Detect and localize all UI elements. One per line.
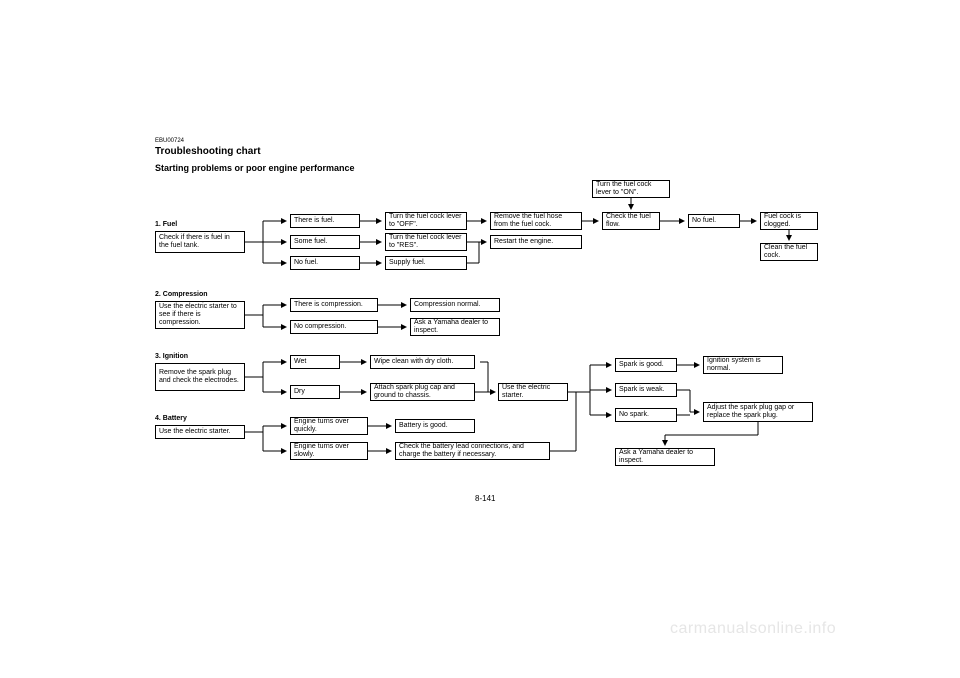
- label-battery: 4. Battery: [155, 415, 187, 422]
- box-ign-remove: Remove the spark plug and check the elec…: [155, 363, 245, 391]
- box-remove-hose: Remove the fuel hose from the fuel cock.: [490, 212, 582, 230]
- flow-lines: [0, 0, 960, 678]
- box-no-fuel: No fuel.: [290, 256, 360, 270]
- box-comp-use: Use the electric starter to see if there…: [155, 301, 245, 329]
- box-ign-adjust: Adjust the spark plug gap or replace the…: [703, 402, 813, 422]
- heading-code: EBU00724: [155, 138, 184, 144]
- box-supply-fuel: Supply fuel.: [385, 256, 467, 270]
- box-ign-ask: Ask a Yamaha dealer to inspect.: [615, 448, 715, 466]
- label-compression: 2. Compression: [155, 291, 208, 298]
- box-comp-none: No compression.: [290, 320, 378, 334]
- box-spark-weak: Spark is weak.: [615, 383, 677, 397]
- box-ign-dry: Dry: [290, 385, 340, 399]
- box-turn-on: Turn the fuel cock lever to "ON".: [592, 180, 670, 198]
- box-fuel-check: Check if there is fuel in the fuel tank.: [155, 231, 245, 253]
- box-batt-slow: Engine turns over slowly.: [290, 442, 368, 460]
- box-clogged: Fuel cock is clogged.: [760, 212, 818, 230]
- box-comp-normal: Compression normal.: [410, 298, 500, 312]
- box-ign-wet: Wet: [290, 355, 340, 369]
- label-ignition: 3. Ignition: [155, 353, 188, 360]
- box-ign-normal: Ignition system is normal.: [703, 356, 783, 374]
- heading-subtitle: Starting problems or poor engine perform…: [155, 163, 355, 173]
- heading-title: Troubleshooting chart: [155, 146, 261, 157]
- box-check-flow: Check the fuel flow.: [602, 212, 660, 230]
- page-number: 8-141: [475, 494, 495, 503]
- box-clean: Clean the fuel cock.: [760, 243, 818, 261]
- box-batt-use: Use the electric starter.: [155, 425, 245, 439]
- box-there-is-fuel: There is fuel.: [290, 214, 360, 228]
- box-comp-there: There is compression.: [290, 298, 378, 312]
- box-no-spark: No spark.: [615, 408, 677, 422]
- box-ign-wipe: Wipe clean with dry cloth.: [370, 355, 475, 369]
- box-turn-off: Turn the fuel cock lever to "OFF".: [385, 212, 467, 230]
- box-batt-quick: Engine turns over quickly.: [290, 417, 368, 435]
- box-ign-use-starter: Use the electric starter.: [498, 383, 568, 401]
- box-spark-good: Spark is good.: [615, 358, 677, 372]
- box-restart: Restart the engine.: [490, 235, 582, 249]
- label-fuel: 1. Fuel: [155, 221, 177, 228]
- box-turn-res: Turn the fuel cock lever to "RES".: [385, 233, 467, 251]
- box-batt-good: Battery is good.: [395, 419, 475, 433]
- box-some-fuel: Some fuel.: [290, 235, 360, 249]
- box-comp-ask: Ask a Yamaha dealer to inspect.: [410, 318, 500, 336]
- box-batt-leads: Check the battery lead connections, and …: [395, 442, 550, 460]
- box-ign-attach: Attach spark plug cap and ground to chas…: [370, 383, 475, 401]
- watermark: carmanualsonline.info: [670, 620, 836, 638]
- box-no-fuel2: No fuel.: [688, 214, 740, 228]
